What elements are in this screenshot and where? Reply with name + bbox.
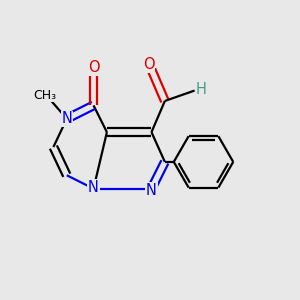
- Text: O: O: [88, 60, 99, 75]
- Text: N: N: [146, 183, 157, 198]
- Text: O: O: [143, 57, 154, 72]
- Text: H: H: [196, 82, 207, 97]
- Text: N: N: [88, 180, 99, 195]
- Text: N: N: [61, 111, 72, 126]
- Text: CH₃: CH₃: [33, 88, 56, 101]
